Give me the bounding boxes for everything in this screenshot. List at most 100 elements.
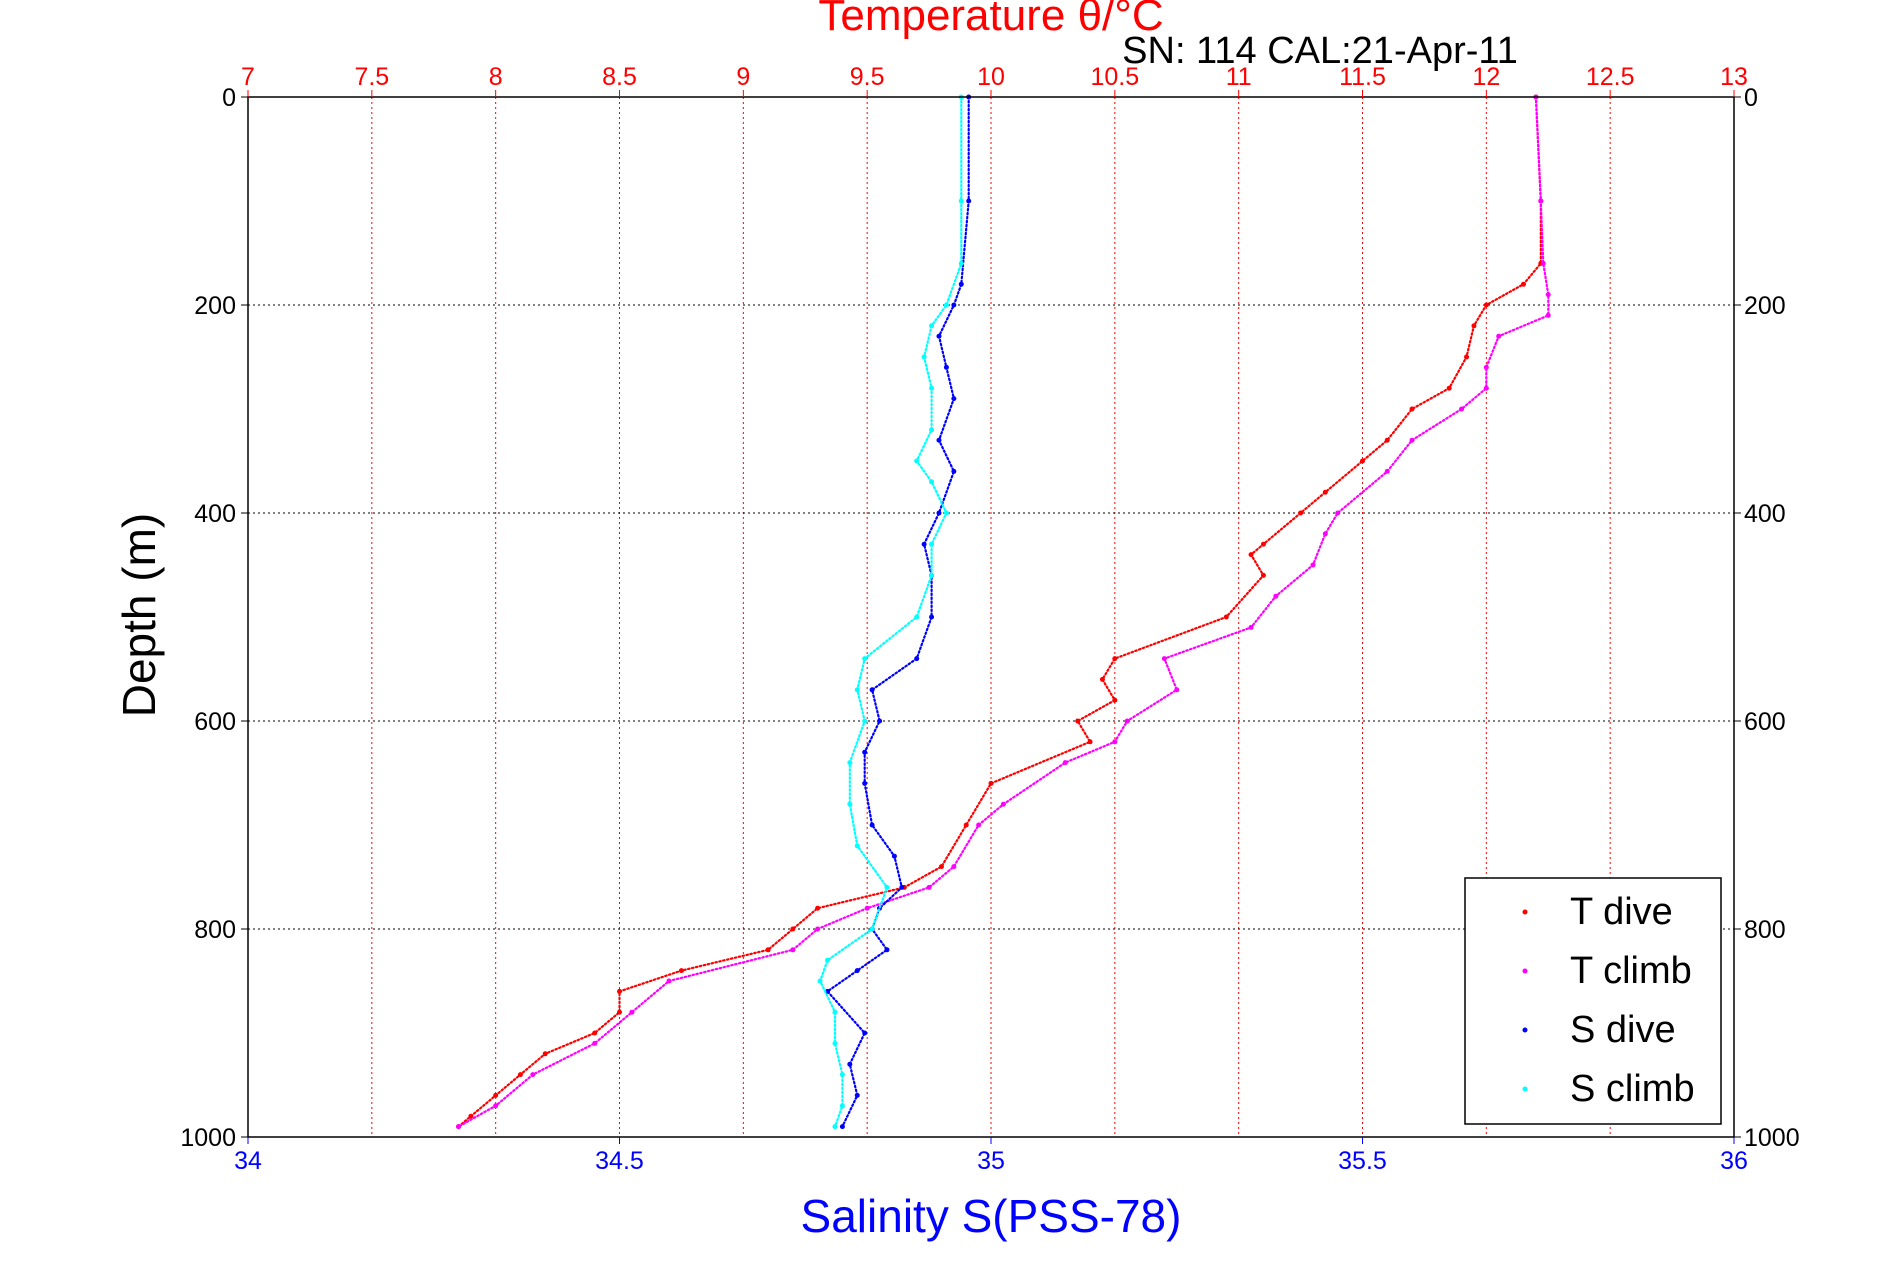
tick-label-y-left: 800 xyxy=(194,916,236,944)
legend-box xyxy=(1464,877,1722,1125)
data-point xyxy=(951,396,957,402)
chart-subtitle: SN: 114 CAL:21-Apr-11 xyxy=(1122,30,1518,72)
data-point xyxy=(1161,656,1167,662)
data-point xyxy=(958,260,964,266)
data-point xyxy=(1322,489,1328,495)
data-point xyxy=(929,541,935,547)
data-point xyxy=(1483,302,1489,308)
data-point xyxy=(899,884,905,890)
data-point xyxy=(1223,614,1229,620)
series-layer xyxy=(456,94,1551,1130)
tick-label-y-right: 400 xyxy=(1744,500,1786,528)
data-point xyxy=(929,385,935,391)
data-point xyxy=(666,978,672,984)
data-point xyxy=(456,1124,462,1130)
series-trace xyxy=(457,95,1550,1128)
data-point xyxy=(815,905,821,911)
data-point xyxy=(1099,676,1105,682)
data-point xyxy=(493,1103,499,1109)
data-point xyxy=(943,364,949,370)
data-point xyxy=(854,843,860,849)
data-point xyxy=(958,281,964,287)
data-point xyxy=(1545,312,1551,318)
data-point xyxy=(839,1103,845,1109)
data-point xyxy=(914,458,920,464)
series-s-dive xyxy=(825,94,972,1130)
data-point xyxy=(832,1124,838,1130)
tick-label-x-top: 11.5 xyxy=(1339,63,1386,91)
data-point xyxy=(1062,760,1068,766)
legend-marker xyxy=(1522,909,1528,915)
series-trace xyxy=(825,95,970,1128)
data-point xyxy=(862,718,868,724)
tick-label-y-right: 0 xyxy=(1744,84,1758,112)
data-point xyxy=(790,947,796,953)
tick-label-y-right: 800 xyxy=(1744,916,1786,944)
legend-label: S climb xyxy=(1570,1068,1695,1110)
data-point xyxy=(921,354,927,360)
data-point xyxy=(839,1124,845,1130)
tick-label-x-bottom: 35.5 xyxy=(1338,1147,1387,1175)
data-point xyxy=(617,1009,622,1015)
data-point xyxy=(951,864,957,870)
data-point xyxy=(936,510,942,516)
series-s-climb xyxy=(817,94,964,1130)
data-point xyxy=(1124,718,1130,724)
data-point xyxy=(1322,531,1328,537)
data-point xyxy=(1409,406,1415,412)
data-point xyxy=(891,853,897,859)
data-point xyxy=(869,687,875,693)
tick-label-x-top: 12.5 xyxy=(1586,63,1635,91)
data-point xyxy=(862,1030,868,1036)
tick-label-x-top: 13 xyxy=(1720,63,1748,91)
data-point xyxy=(1112,697,1118,703)
legend-marker xyxy=(1522,968,1528,974)
data-point xyxy=(847,1061,853,1067)
data-point xyxy=(862,749,868,755)
data-point xyxy=(1483,385,1489,391)
legend: T dive T climb S dive S climb xyxy=(1464,877,1722,1125)
data-point xyxy=(1075,718,1081,724)
data-point xyxy=(862,656,868,662)
data-point xyxy=(1112,656,1118,662)
tick-label-x-top: 8 xyxy=(489,63,503,91)
data-point xyxy=(884,884,890,890)
data-point xyxy=(988,780,994,786)
data-point xyxy=(943,302,949,308)
data-point xyxy=(929,479,935,485)
data-point xyxy=(847,801,853,807)
data-point xyxy=(1471,323,1477,329)
data-point xyxy=(929,614,935,620)
data-point xyxy=(951,468,957,474)
data-point xyxy=(617,988,622,994)
data-point xyxy=(854,968,860,974)
data-point xyxy=(790,926,796,932)
data-point xyxy=(929,323,935,329)
tick-label-x-bottom: 35 xyxy=(977,1147,1005,1175)
data-point xyxy=(1273,593,1279,599)
tick-label-x-top: 10.5 xyxy=(1090,63,1139,91)
legend-marker xyxy=(1522,1027,1528,1033)
tick-label-x-top: 9.5 xyxy=(850,63,885,91)
data-point xyxy=(869,822,875,828)
chart-title: Temperature θ/°C xyxy=(818,0,1163,40)
tick-label-y-left: 1000 xyxy=(180,1124,236,1152)
data-point xyxy=(1483,364,1489,370)
data-point xyxy=(1000,801,1006,807)
tick-label-x-top: 12 xyxy=(1472,63,1500,91)
tick-label-x-top: 8.5 xyxy=(602,63,637,91)
data-point xyxy=(854,1092,860,1098)
data-point xyxy=(1520,281,1526,287)
data-point xyxy=(493,1092,499,1098)
data-point xyxy=(592,1040,598,1046)
tick-label-x-top: 11 xyxy=(1226,63,1252,91)
data-point xyxy=(629,1009,635,1015)
tick-label-x-top: 7.5 xyxy=(354,63,389,91)
data-point xyxy=(1538,198,1544,204)
legend-label: T climb xyxy=(1570,950,1692,992)
data-point xyxy=(1409,437,1415,443)
data-point xyxy=(1310,562,1316,568)
legend-label: T dive xyxy=(1570,891,1673,933)
